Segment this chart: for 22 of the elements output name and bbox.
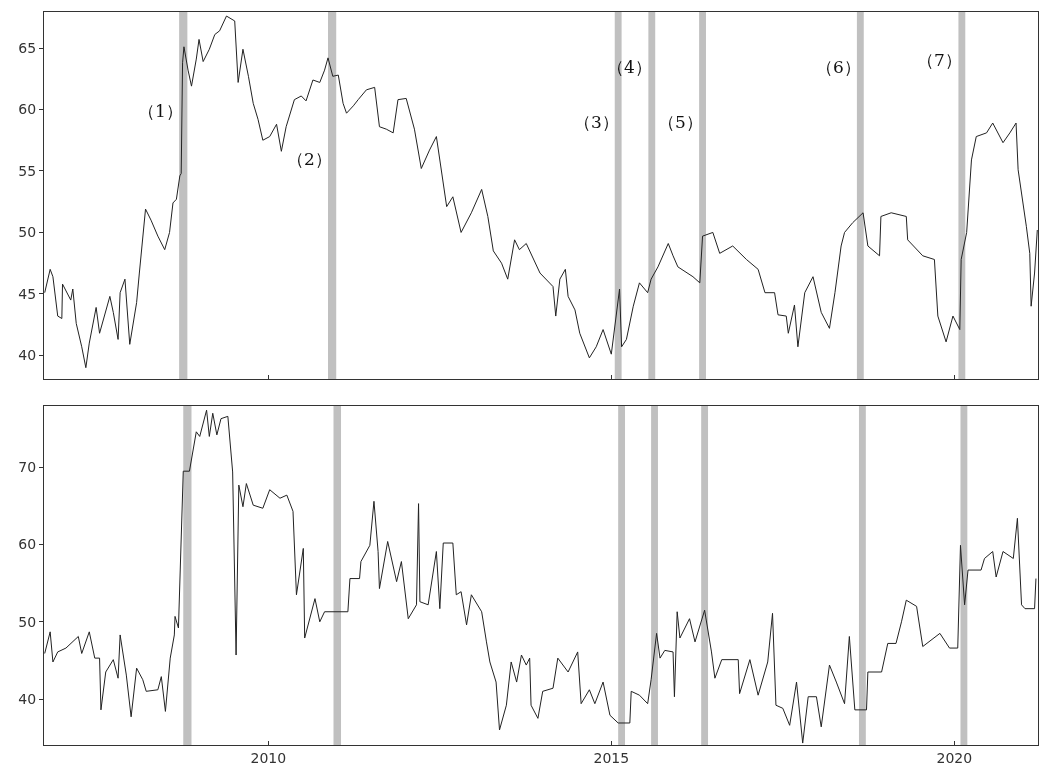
y-tick-label: 70 <box>18 459 37 476</box>
y-tick-label: 55 <box>18 162 37 179</box>
y-tick-label: 60 <box>18 101 37 118</box>
x-tick-label: 2010 <box>250 749 287 766</box>
y-tick-label: 65 <box>18 39 37 56</box>
band-label: （1） <box>138 101 183 121</box>
band-label: （3） <box>574 112 619 132</box>
band-label: （2） <box>287 149 332 169</box>
y-tick-label: 40 <box>18 347 37 364</box>
y-tick-label: 45 <box>18 285 37 302</box>
y-tick-label: 40 <box>18 690 37 707</box>
line-series <box>44 409 1037 744</box>
y-tick-label: 50 <box>18 613 37 630</box>
band-label: （5） <box>658 112 703 132</box>
band-label: （4） <box>607 57 652 77</box>
band-label: （7） <box>917 50 962 70</box>
band-label: （6） <box>816 57 861 77</box>
x-tick-label: 2015 <box>593 749 630 766</box>
line-series <box>44 15 1038 369</box>
y-tick-label: 50 <box>18 224 37 241</box>
y-tick-label: 60 <box>18 536 37 553</box>
x-tick-label: 2020 <box>936 749 973 766</box>
